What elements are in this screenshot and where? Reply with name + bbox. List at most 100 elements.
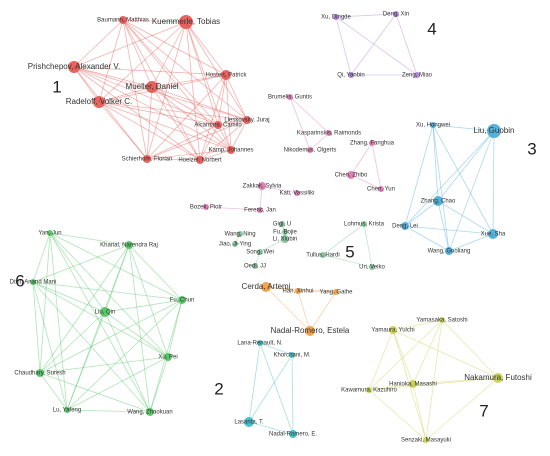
edge: [32, 281, 151, 413]
edge: [49, 232, 169, 358]
node: [333, 289, 339, 295]
edge: [73, 21, 187, 68]
node: [93, 96, 105, 108]
edge: [371, 142, 382, 190]
edge: [98, 101, 232, 151]
node-label: Wang, Guoliang: [428, 249, 471, 255]
edge: [217, 74, 227, 126]
edge: [289, 96, 330, 134]
edge: [492, 130, 495, 235]
node-label: Fu, Chun: [170, 298, 195, 304]
node-label: Uri, Veiko: [359, 265, 385, 271]
node-label: Nadal-Romero, Estela: [271, 326, 350, 335]
edge: [368, 377, 499, 391]
edge: [265, 286, 337, 293]
edge: [32, 281, 68, 411]
node-label: Alcantara, Camilo: [194, 123, 242, 129]
node: [232, 241, 238, 247]
cluster-number: 7: [479, 401, 488, 420]
node-label: Mueller, Daniel: [126, 82, 179, 91]
edges: [32, 13, 499, 441]
edge: [73, 19, 124, 68]
edge: [335, 13, 397, 18]
edge: [122, 19, 153, 88]
node: [289, 352, 295, 358]
edge: [392, 329, 414, 385]
edge: [404, 200, 439, 227]
edge: [392, 319, 443, 331]
edge: [73, 66, 201, 161]
edge: [151, 86, 201, 161]
edge: [412, 377, 499, 385]
node: [146, 81, 158, 93]
edge: [98, 101, 148, 160]
edge: [122, 19, 232, 151]
edge: [32, 281, 169, 358]
node-label: Deng, Xin: [383, 12, 409, 18]
edge: [32, 244, 130, 283]
node-label: Gigi, U: [273, 222, 291, 228]
edge: [73, 66, 100, 103]
edge: [425, 319, 443, 441]
edge: [432, 124, 450, 252]
node: [430, 122, 436, 128]
edge: [335, 16, 418, 76]
edge: [205, 206, 261, 211]
edge: [146, 158, 201, 161]
edge: [128, 244, 183, 301]
edge: [404, 225, 494, 235]
edge: [151, 86, 248, 121]
node: [227, 146, 235, 154]
node: [333, 14, 339, 20]
edge: [363, 223, 373, 268]
edge: [297, 290, 337, 293]
edge: [167, 299, 183, 358]
edge: [32, 281, 41, 374]
node: [433, 196, 443, 206]
node: [409, 380, 417, 388]
cluster-number: 1: [52, 77, 61, 96]
edge: [66, 356, 169, 411]
node: [196, 156, 204, 164]
node-label: Wang, Zhaokuan: [127, 410, 172, 416]
node-label: Nakamura, Futoshi: [464, 373, 532, 382]
node-label: Cerda, Artemi: [242, 282, 291, 291]
node: [289, 430, 297, 438]
node-label: Zhang, Fanghua: [350, 141, 395, 147]
node: [179, 15, 193, 29]
edge: [185, 21, 201, 161]
edge: [432, 124, 495, 132]
edge: [146, 21, 187, 160]
edge: [39, 372, 151, 413]
edge: [49, 232, 68, 411]
node-label: Lieskovsky, Juraj: [224, 118, 269, 124]
node: [393, 11, 399, 17]
edge: [49, 232, 106, 313]
edge: [49, 232, 151, 413]
edge: [289, 96, 311, 151]
node: [257, 249, 263, 255]
cluster-number: 4: [427, 19, 436, 38]
edge: [217, 124, 232, 151]
node-label: Liu, Guobin: [474, 126, 515, 135]
node-label: Yan, Jun: [38, 231, 61, 237]
node-label: Lana-Renault, N.: [237, 341, 283, 347]
node-label: Liu, Qin: [95, 310, 116, 316]
edge: [122, 19, 219, 126]
node-label: Qi, Yanbin: [337, 73, 364, 79]
edge: [368, 389, 427, 441]
edge: [49, 232, 183, 301]
node: [348, 72, 354, 78]
edge: [437, 200, 494, 235]
cluster-number: 3: [527, 139, 536, 158]
node: [237, 231, 243, 237]
node: [257, 207, 263, 213]
edge: [350, 174, 382, 190]
edge: [368, 383, 414, 391]
node-label: Kamp, Johannes: [208, 148, 253, 154]
edge: [309, 132, 330, 151]
node: [281, 235, 289, 243]
node-label: Khanal, Narendra Raj: [100, 243, 158, 249]
edge: [185, 21, 227, 76]
edge: [248, 421, 294, 435]
